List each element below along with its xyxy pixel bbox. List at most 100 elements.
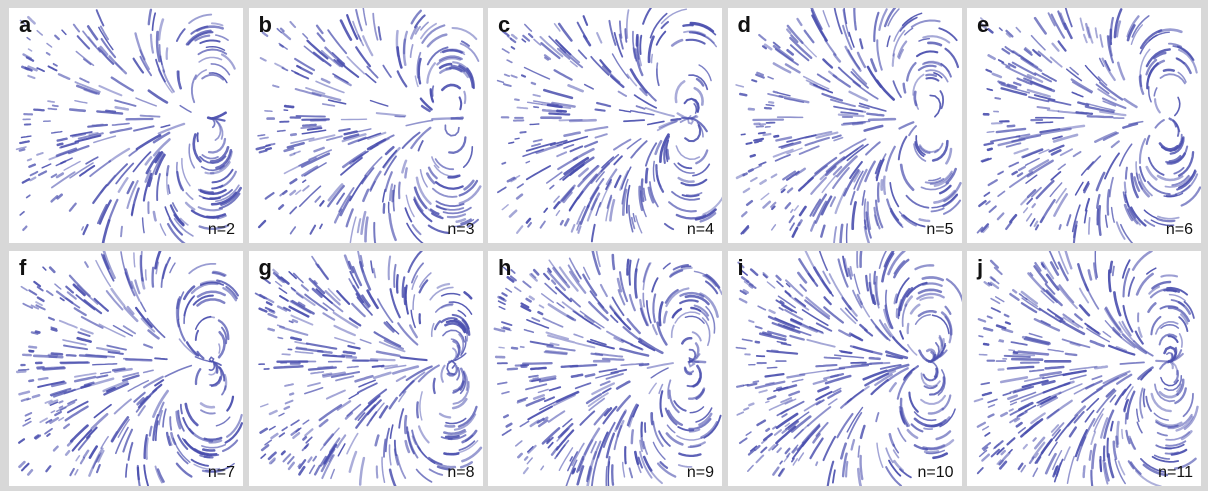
streak	[625, 447, 626, 463]
streak	[549, 411, 565, 422]
streak	[283, 454, 290, 461]
streak	[1019, 464, 1023, 469]
streak	[1139, 328, 1142, 337]
streak	[322, 104, 334, 106]
streak	[613, 255, 614, 269]
streak	[281, 29, 284, 31]
streak	[436, 182, 463, 189]
streak	[1071, 375, 1086, 379]
streak	[70, 469, 74, 475]
streak	[1010, 215, 1016, 222]
streak	[1005, 356, 1030, 357]
streak	[678, 163, 691, 168]
streak	[67, 355, 76, 356]
streak	[1167, 195, 1176, 196]
streak	[311, 372, 323, 374]
streak	[83, 31, 100, 52]
streak	[260, 404, 267, 407]
streak	[997, 326, 1005, 329]
streak	[749, 321, 753, 323]
streak	[277, 325, 284, 327]
streak	[19, 369, 29, 370]
streak	[61, 142, 78, 147]
streak	[262, 445, 268, 450]
streak	[1001, 377, 1027, 382]
streak	[759, 35, 765, 40]
streak	[898, 137, 906, 160]
streak	[82, 385, 90, 387]
streak	[800, 285, 806, 291]
streak	[307, 128, 321, 130]
streak	[789, 216, 793, 222]
streak	[798, 273, 806, 282]
streak	[200, 41, 219, 44]
streak	[689, 354, 700, 366]
streak	[635, 452, 638, 464]
streak	[433, 379, 434, 393]
streak	[1129, 278, 1135, 296]
streak	[1074, 152, 1081, 156]
streak	[36, 332, 39, 333]
streak	[564, 145, 574, 148]
streak	[799, 221, 802, 226]
streak	[816, 323, 831, 330]
streak	[23, 422, 31, 426]
streak	[991, 261, 998, 268]
streak	[528, 223, 531, 227]
streak	[303, 125, 316, 126]
streak	[899, 122, 913, 128]
streak	[268, 299, 273, 302]
streak	[557, 152, 566, 156]
streak	[685, 125, 700, 141]
streak	[631, 70, 647, 93]
streak	[527, 166, 550, 179]
streak	[464, 92, 465, 103]
streak	[38, 367, 64, 369]
streak	[397, 275, 398, 293]
streak	[760, 180, 765, 183]
streak	[775, 49, 797, 64]
streak	[47, 291, 53, 295]
streak	[600, 369, 617, 372]
streak	[46, 466, 50, 471]
streak	[1017, 423, 1022, 426]
streak	[1091, 432, 1095, 444]
streak	[1117, 437, 1118, 447]
streak	[225, 375, 226, 389]
streak	[1033, 468, 1037, 476]
streak	[512, 47, 515, 49]
flow-field	[249, 8, 483, 243]
streak	[571, 299, 580, 307]
streak	[1013, 290, 1016, 292]
streak	[807, 340, 834, 347]
panel-letter: b	[259, 12, 272, 38]
streak	[315, 466, 320, 475]
streak	[1035, 18, 1046, 33]
streak	[459, 98, 461, 110]
streak	[404, 288, 405, 304]
streak	[258, 135, 265, 136]
streak	[1118, 63, 1124, 79]
streak	[395, 116, 405, 117]
streak	[792, 228, 796, 237]
streak	[1096, 28, 1098, 37]
streak	[1008, 126, 1014, 127]
streak	[798, 453, 803, 461]
streak	[151, 35, 153, 53]
streak	[295, 73, 308, 79]
streak	[1051, 172, 1060, 180]
streak	[658, 323, 667, 345]
streak	[284, 149, 292, 151]
streak	[136, 98, 156, 106]
streak	[885, 290, 886, 304]
streak	[926, 75, 936, 76]
streak	[107, 346, 126, 350]
streak	[877, 40, 882, 69]
streak	[1035, 222, 1038, 227]
panel: fn=7	[9, 251, 243, 486]
streak	[132, 205, 134, 216]
streak	[832, 136, 840, 138]
streak	[823, 11, 829, 27]
streak	[1109, 454, 1114, 477]
streak	[821, 226, 824, 237]
